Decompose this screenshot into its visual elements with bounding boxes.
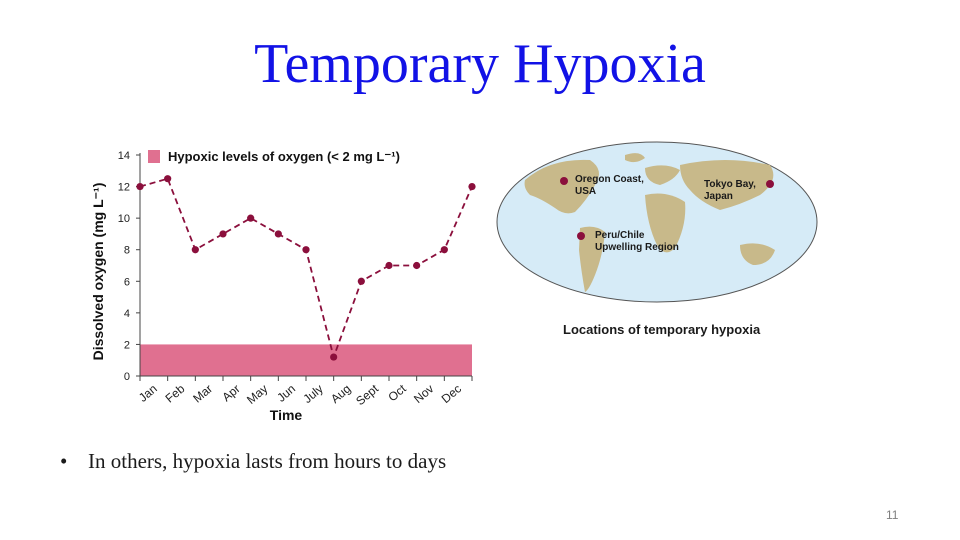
data-point	[302, 246, 310, 254]
x-tick-label: Dec	[439, 382, 464, 406]
x-tick-label: Sept	[353, 381, 381, 408]
marker-peru	[577, 232, 585, 240]
x-tick-label: Jan	[136, 382, 160, 405]
label-tokyo-line2: Japan	[704, 191, 733, 202]
x-tick-label: Mar	[190, 382, 215, 406]
y-tick-label: 4	[124, 308, 130, 320]
y-tick-label: 14	[118, 150, 130, 162]
slide-title: Temporary Hypoxia	[254, 33, 706, 95]
bullet-item: • In others, hypoxia lasts from hours to …	[60, 449, 446, 474]
data-point	[247, 214, 255, 222]
x-tick-label: Nov	[411, 382, 436, 406]
bullet-marker: •	[60, 449, 68, 473]
y-tick-label: 0	[124, 371, 130, 383]
data-point	[385, 261, 393, 270]
x-tick-label: July	[300, 382, 325, 406]
y-tick-label: 10	[118, 213, 130, 225]
data-point	[136, 182, 144, 191]
data-point	[219, 230, 227, 238]
label-oregon-line2: USA	[575, 186, 596, 197]
y-axis-title: Dissolved oxygen (mg L⁻¹)	[90, 183, 106, 361]
plot-area: 0 2 4 6 8 10 12 14 Jan Feb Mar Apr May Jun July Aug Sept…	[90, 149, 476, 423]
x-tick-label: Apr	[219, 382, 242, 405]
series-line	[139, 177, 473, 361]
y-tick-label: 8	[124, 245, 130, 257]
page-number: 11	[886, 508, 899, 522]
x-tick-label: Aug	[328, 382, 353, 406]
data-point	[164, 175, 172, 183]
label-oregon-line1: Oregon Coast,	[575, 174, 644, 185]
legend-label: Hypoxic levels of oxygen (< 2 mg L⁻¹)	[168, 149, 400, 164]
data-point	[274, 230, 282, 238]
map-caption: Locations of temporary hypoxia	[563, 322, 761, 337]
hypoxic-band	[140, 344, 472, 376]
x-axis-title: Time	[270, 407, 303, 423]
world-map: Oregon Coast, USA Peru/Chile Upwelling R…	[496, 141, 818, 337]
bullet-text: In others, hypoxia lasts from hours to d…	[88, 449, 447, 473]
marker-oregon	[560, 177, 568, 185]
y-tick-label: 12	[118, 182, 130, 194]
label-tokyo-line1: Tokyo Bay,	[704, 179, 756, 190]
map-land	[524, 153, 775, 292]
x-tick-label: Feb	[163, 381, 188, 405]
dissolved-oxygen-chart: 0 2 4 6 8 10 12 14 Jan Feb Mar Apr May Jun July Aug Sept…	[90, 149, 476, 423]
marker-tokyo	[766, 180, 774, 188]
data-point	[440, 246, 448, 254]
data-point	[413, 261, 421, 270]
label-peru-line1: Peru/Chile	[595, 230, 645, 241]
y-tick-label: 2	[124, 339, 130, 351]
legend-swatch	[148, 150, 160, 163]
x-tick-label: Oct	[385, 381, 409, 404]
label-peru-line2: Upwelling Region	[595, 242, 679, 253]
data-point	[357, 277, 365, 285]
y-tick-label: 6	[124, 276, 130, 288]
data-point	[330, 353, 338, 361]
data-point	[191, 246, 199, 254]
x-tick-label: May	[244, 382, 270, 407]
x-tick-label: Jun	[274, 382, 298, 405]
map-markers	[560, 177, 774, 240]
data-point	[468, 182, 476, 191]
